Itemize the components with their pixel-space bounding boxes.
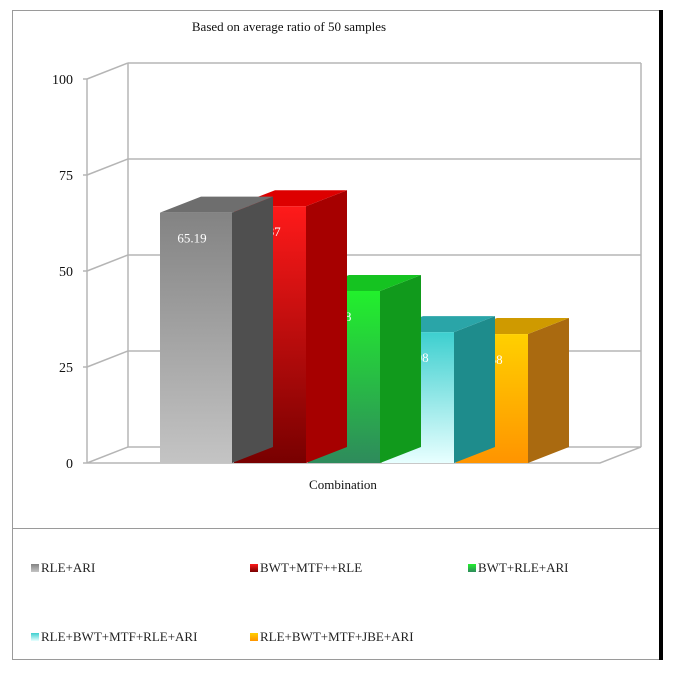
legend-label: RLE+BWT+MTF+JBE+ARI (260, 629, 414, 644)
legend-item: BWT+MTF++RLE (250, 560, 362, 576)
bar-value-label: 65.19 (177, 231, 206, 246)
bar-side-face (380, 274, 421, 463)
y-tick-label: 100 (52, 73, 73, 88)
bars: 33.5834.0844.866.8765.19 (160, 190, 569, 464)
gridline-side (86, 62, 129, 80)
legend-item: RLE+ARI (31, 560, 95, 576)
gridline-side (86, 350, 129, 368)
legend-label: BWT+MTF++RLE (260, 560, 363, 575)
legend-swatch (31, 633, 39, 641)
legend-swatch (31, 564, 39, 572)
gridline-side (86, 254, 129, 272)
frame-shadow-bar (659, 10, 663, 660)
bar-side-face (528, 318, 569, 463)
y-tick-label: 25 (59, 361, 73, 376)
legend-item: BWT+RLE+ARI (468, 560, 569, 576)
legend-swatch (250, 633, 258, 641)
y-tick-label: 50 (59, 265, 73, 280)
bar-side-face (306, 190, 347, 464)
legend-label: RLE+BWT+MTF+RLE+ARI (41, 629, 198, 644)
bar-side-face (454, 316, 495, 463)
legend-label: RLE+ARI (41, 560, 96, 575)
bar-1: 65.19 (160, 196, 273, 463)
y-tick-label: 75 (59, 169, 73, 184)
legend-swatch (468, 564, 476, 572)
gridline-side (86, 158, 129, 176)
y-tick-label: 0 (66, 457, 73, 472)
legend-item: RLE+BWT+MTF+RLE+ARI (31, 629, 197, 645)
bar-side-face (232, 196, 273, 463)
legend-item: RLE+BWT+MTF+JBE+ARI (250, 629, 414, 645)
legend-separator (13, 528, 659, 529)
legend-swatch (250, 564, 258, 572)
y-axis-ticks: 0 25 50 75 100 (52, 73, 87, 472)
bar-front-face (160, 212, 232, 463)
bar-top-face (160, 196, 273, 213)
x-axis-label: Combination (309, 477, 377, 492)
bar-chart-3d: Based on average ratio of 50 samples 0 25… (52, 19, 642, 492)
legend-label: BWT+RLE+ARI (478, 560, 569, 575)
chart-title: Based on average ratio of 50 samples (192, 19, 386, 34)
